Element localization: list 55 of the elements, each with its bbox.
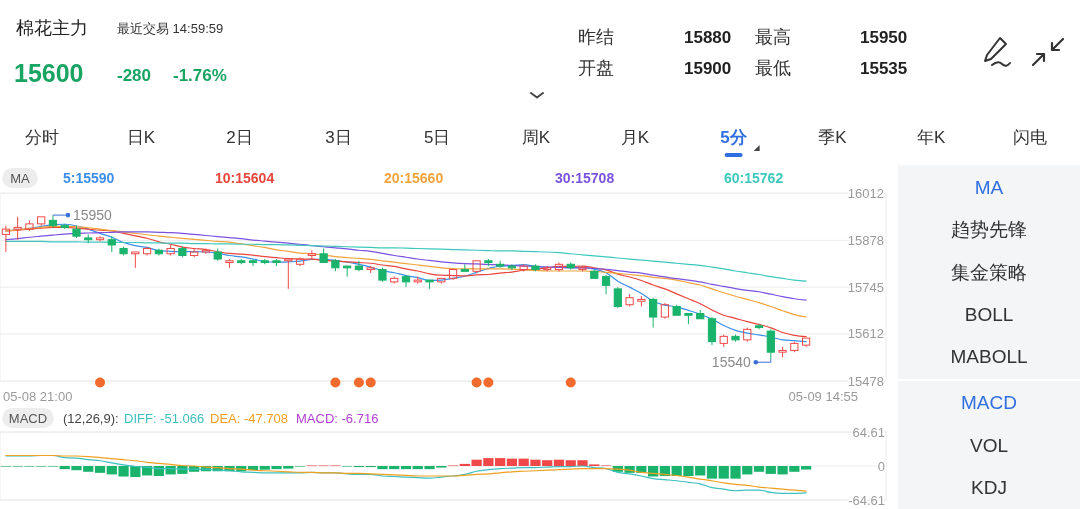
text: MA: [974, 177, 1004, 198]
text: 20:15660: [384, 170, 444, 186]
text: DEA: -47.708: [210, 410, 289, 426]
y-tick-label: 15478: [847, 373, 884, 389]
y-tick-label: 16012: [847, 185, 884, 201]
text: 15880: [684, 28, 732, 47]
y-tick-label: 15745: [847, 279, 884, 295]
text: 集金策略: [951, 261, 1027, 283]
text: 5分: [720, 128, 748, 147]
text: 开盘: [578, 58, 614, 78]
y-tick-label: 0: [877, 458, 885, 474]
y-tick-label: 64.61: [852, 424, 885, 440]
text: 季K: [818, 128, 848, 147]
text: MABOLL: [950, 346, 1028, 368]
text: 10:15604: [215, 170, 275, 186]
text: 最低: [755, 58, 791, 78]
text: 60:15762: [724, 170, 784, 186]
text: 2日: [226, 128, 253, 147]
text: -280: [117, 66, 152, 85]
text: 5日: [423, 128, 451, 147]
text: 月K: [620, 128, 650, 147]
text: 05-08 21:00: [3, 388, 73, 404]
text: 15600: [14, 59, 84, 87]
annotation: 15540: [711, 354, 752, 371]
text: 15950: [860, 28, 908, 47]
y-tick-label: -64.61: [848, 492, 885, 508]
legend-title: (12,26,9):: [63, 410, 119, 426]
text: 30:15708: [555, 170, 615, 186]
text: 05-09 14:55: [788, 388, 858, 404]
text: -1.76%: [173, 66, 227, 85]
chart-title: MACD: [8, 410, 48, 426]
text: 分时: [25, 128, 59, 147]
text: DIFF: -51.066: [124, 410, 205, 426]
text: 日K: [126, 128, 156, 147]
y-tick-label: 15612: [847, 326, 884, 342]
text: KDJ: [971, 477, 1007, 498]
text: 最高: [755, 27, 791, 47]
text: 周K: [521, 128, 551, 147]
text: 昨结: [578, 27, 614, 47]
text: 15535: [860, 59, 908, 78]
text: 5:15590: [63, 170, 115, 186]
text: 趋势先锋: [951, 219, 1027, 241]
text: 闪电: [1013, 128, 1047, 147]
y-tick-label: 15878: [847, 232, 884, 248]
text: 3日: [325, 128, 352, 147]
text: VOL: [969, 434, 1009, 456]
text: 年K: [917, 128, 947, 147]
text: 最近交易 14:59:59: [117, 21, 224, 36]
text: 棉花主力: [16, 18, 88, 38]
text: 15900: [684, 59, 732, 78]
text: MACD: [961, 392, 1017, 413]
annotation: 15950: [72, 207, 113, 224]
chart-title: MA: [10, 170, 31, 186]
text: BOLL: [964, 303, 1014, 325]
text: MACD: -6.716: [296, 410, 379, 426]
